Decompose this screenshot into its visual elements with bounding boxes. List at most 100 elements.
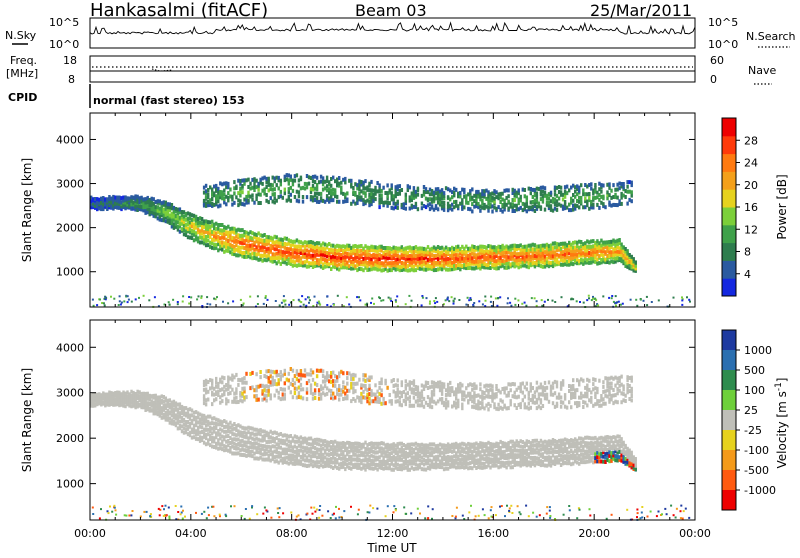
power-noise: [411, 300, 413, 302]
power-cell: [247, 178, 249, 182]
velocity-cell: [417, 386, 419, 390]
power-noise: [104, 304, 106, 306]
power-noise: [358, 296, 360, 298]
power-cell: [592, 203, 594, 207]
velocity-cell: [326, 457, 328, 461]
velocity-cell: [253, 388, 255, 392]
power-cell: [397, 206, 399, 210]
velocity-cell: [215, 442, 217, 446]
power-noise: [135, 298, 137, 300]
velocity-cell: [205, 398, 207, 402]
power-cell: [205, 223, 207, 227]
power-cell: [370, 180, 372, 184]
power-cell: [386, 261, 388, 265]
velocity-cell: [215, 446, 217, 450]
power-cell: [413, 186, 415, 190]
velocity-cell: [205, 442, 207, 446]
velocity-cell: [169, 421, 171, 425]
velocity-cell: [227, 376, 229, 380]
velocity-cell: [284, 388, 286, 392]
power-cell: [556, 186, 558, 190]
power-noise: [490, 296, 492, 298]
velocity-cell: [380, 393, 382, 397]
power-cell: [507, 262, 509, 266]
velocity-cell: [370, 375, 372, 379]
velocity-cell: [235, 373, 237, 377]
power-cell: [590, 182, 592, 186]
power-cell: [495, 190, 497, 194]
power-cell: [556, 208, 558, 212]
power-cell: [409, 185, 411, 189]
power-cell: [386, 183, 388, 187]
power-noise: [177, 303, 179, 305]
power-cell: [229, 188, 231, 192]
velocity-cell: [239, 443, 241, 447]
velocity-cell: [393, 378, 395, 382]
power-cell: [193, 214, 195, 218]
power-cell: [411, 246, 413, 250]
power-cell: [274, 187, 276, 191]
power-cell: [471, 209, 473, 213]
power-cell: [389, 201, 391, 205]
power-noise: [531, 297, 533, 299]
power-noise: [227, 302, 229, 304]
power-cell: [578, 205, 580, 209]
velocity-cell: [278, 438, 280, 442]
power-cell: [624, 195, 626, 199]
power-cell: [380, 197, 382, 201]
power-noise: [640, 299, 642, 301]
velocity-cell: [265, 399, 267, 403]
velocity-cell: [169, 410, 171, 414]
velocity-cell: [312, 370, 314, 374]
velocity-cell: [253, 433, 255, 437]
power-cell: [155, 214, 157, 218]
velocity-cell: [447, 387, 449, 391]
power-cell: [132, 196, 134, 200]
power-noise: [643, 300, 645, 302]
power-noise: [138, 297, 140, 299]
power-noise: [534, 297, 536, 299]
power-cell: [350, 179, 352, 183]
velocity-cell: [205, 402, 207, 406]
power-noise: [326, 296, 328, 298]
velocity-cell: [447, 400, 449, 404]
power-cell: [356, 201, 358, 205]
power-cell: [179, 207, 181, 211]
power-cell: [265, 180, 267, 184]
power-cell: [253, 177, 255, 181]
velocity-cell: [278, 442, 280, 446]
power-noise: [182, 301, 184, 303]
velocity-cell: [312, 439, 314, 443]
power-cell: [231, 195, 233, 199]
power-cell: [463, 188, 465, 192]
power-noise: [314, 296, 316, 298]
power-cell: [268, 177, 270, 181]
velocity-cell: [259, 375, 261, 379]
power-cell: [397, 257, 399, 261]
power-cell: [239, 241, 241, 245]
power-cell: [580, 249, 582, 253]
power-noise: [128, 299, 130, 301]
velocity-cell: [435, 382, 437, 386]
power-cell: [360, 180, 362, 184]
power-noise: [395, 299, 397, 301]
power-cell: [374, 245, 376, 249]
velocity-cell: [312, 397, 314, 401]
power-cell: [253, 232, 255, 236]
power-noise: [127, 301, 129, 303]
power-cell: [560, 186, 562, 190]
power-cell: [326, 179, 328, 183]
velocity-cell: [300, 395, 302, 399]
power-cell: [556, 257, 558, 261]
power-noise: [177, 301, 179, 303]
velocity-cell: [278, 433, 280, 437]
power-cell: [265, 199, 267, 203]
power-noise: [257, 295, 259, 297]
velocity-cell: [401, 403, 403, 407]
power-cell: [294, 195, 296, 199]
power-noise: [279, 304, 281, 306]
power-noise: [263, 303, 265, 305]
power-cell: [631, 190, 633, 194]
power-noise: [143, 295, 145, 297]
power-cell: [556, 242, 558, 246]
